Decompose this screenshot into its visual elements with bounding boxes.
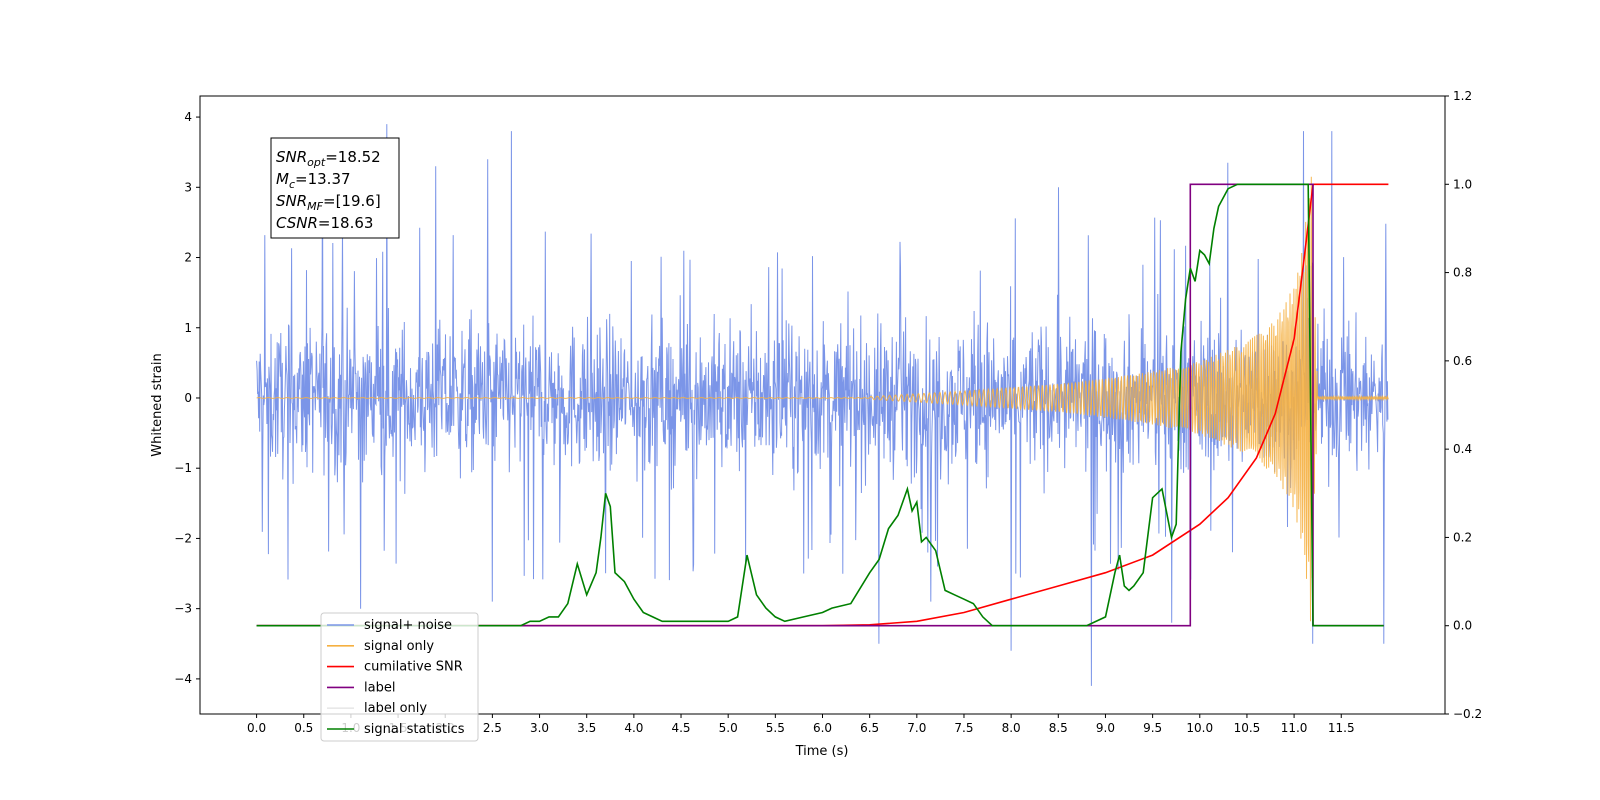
- x-tick-label: 10.0: [1186, 721, 1213, 735]
- x-tick-label: 3.0: [530, 721, 549, 735]
- y2-tick-label: 0.8: [1453, 266, 1472, 280]
- annotation-snr-mf: SNRMF=[19.6]: [276, 192, 381, 213]
- x-tick-label: 0.0: [247, 721, 266, 735]
- legend-label-cumilative-snr: cumilative SNR: [364, 660, 463, 675]
- x-tick-label: 4.5: [671, 721, 690, 735]
- x-tick-label: 0.5: [294, 721, 313, 735]
- y2-tick-label: 0.0: [1453, 619, 1472, 633]
- legend-frame: [320, 612, 479, 742]
- x-axis-label: Time (s): [795, 744, 849, 759]
- y-tick-label: 1: [184, 321, 192, 335]
- legend-label-label: label: [364, 680, 395, 695]
- x-tick-label: 5.5: [766, 721, 785, 735]
- x-tick-label: 11.0: [1281, 721, 1308, 735]
- y-tick-label: 0: [184, 391, 192, 405]
- annotation-box: SNRopt=18.52 Mc=13.37 SNRMF=[19.6] CSNR=…: [270, 137, 400, 239]
- series-cumilative-snr: [256, 183, 1389, 627]
- x-tick-label: 5.0: [719, 721, 738, 735]
- x-tick-label: 7.0: [907, 721, 926, 735]
- x-tick-label: 11.5: [1328, 721, 1355, 735]
- annotation-csnr: CSNR=18.63: [276, 214, 373, 232]
- y-tick-label: 3: [184, 180, 192, 194]
- y-tick-label: −4: [174, 672, 192, 686]
- x-tick-label: 9.0: [1096, 721, 1115, 735]
- y-tick-label: 4: [184, 110, 192, 124]
- y2-tick-label: 1.2: [1453, 89, 1472, 103]
- legend: signal+ noise signal only cumilative SNR la…: [320, 612, 479, 742]
- legend-label-signal-noise: signal+ noise: [364, 618, 452, 633]
- y-tick-label: −2: [174, 531, 192, 545]
- x-tick-label: 7.5: [954, 721, 973, 735]
- x-tick-label: 6.0: [813, 721, 832, 735]
- x-tick-label: 10.5: [1234, 721, 1261, 735]
- x-tick-label: 6.5: [860, 721, 879, 735]
- annotation-mc: Mc=13.37: [276, 170, 351, 191]
- y2-tick-label: 0.6: [1453, 354, 1472, 368]
- y-tick-label: −3: [174, 602, 192, 616]
- x-tick-label: 3.5: [577, 721, 596, 735]
- y-tick-label: 2: [184, 251, 192, 265]
- series-signal-statistics: [256, 183, 1384, 627]
- legend-label-signal-statistics: signal statistics: [364, 722, 465, 737]
- x-tick-label: 2.5: [483, 721, 502, 735]
- x-tick-label: 8.5: [1049, 721, 1068, 735]
- axes: 0.00.51.01.52.02.53.03.54.04.55.05.56.06…: [174, 89, 1482, 735]
- y-tick-label: −1: [174, 461, 192, 475]
- x-tick-label: 4.0: [624, 721, 643, 735]
- x-tick-label: 8.0: [1002, 721, 1021, 735]
- y2-tick-label: 0.4: [1453, 442, 1472, 456]
- annotation-frame: [270, 137, 400, 239]
- x-tick-label: 9.5: [1143, 721, 1162, 735]
- legend-label-signal-only: signal only: [364, 639, 434, 654]
- legend-label-label-only: label only: [364, 701, 427, 716]
- plot-area: [256, 124, 1389, 686]
- y2-tick-label: −0.2: [1453, 707, 1482, 721]
- annotation-snr-opt: SNRopt=18.52: [276, 148, 381, 169]
- y-axis-label: Whitened strain: [150, 353, 165, 456]
- series-signal-only: [256, 176, 1389, 622]
- y2-tick-label: 1.0: [1453, 177, 1472, 191]
- y2-tick-label: 0.2: [1453, 530, 1472, 544]
